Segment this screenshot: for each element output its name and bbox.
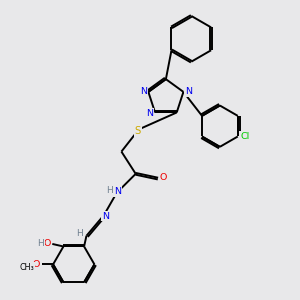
Text: H: H [106,186,113,195]
Text: Cl: Cl [240,132,249,141]
Text: N: N [146,109,154,118]
Text: N: N [114,187,121,196]
Text: S: S [134,126,141,136]
Text: CH₃: CH₃ [20,263,34,272]
Text: N: N [185,87,192,96]
Text: O: O [160,172,167,182]
Text: H: H [37,239,44,248]
Text: N: N [140,87,147,96]
Text: H: H [76,229,83,238]
Text: O: O [43,239,51,248]
Text: N: N [102,212,109,220]
Text: O: O [33,260,40,269]
